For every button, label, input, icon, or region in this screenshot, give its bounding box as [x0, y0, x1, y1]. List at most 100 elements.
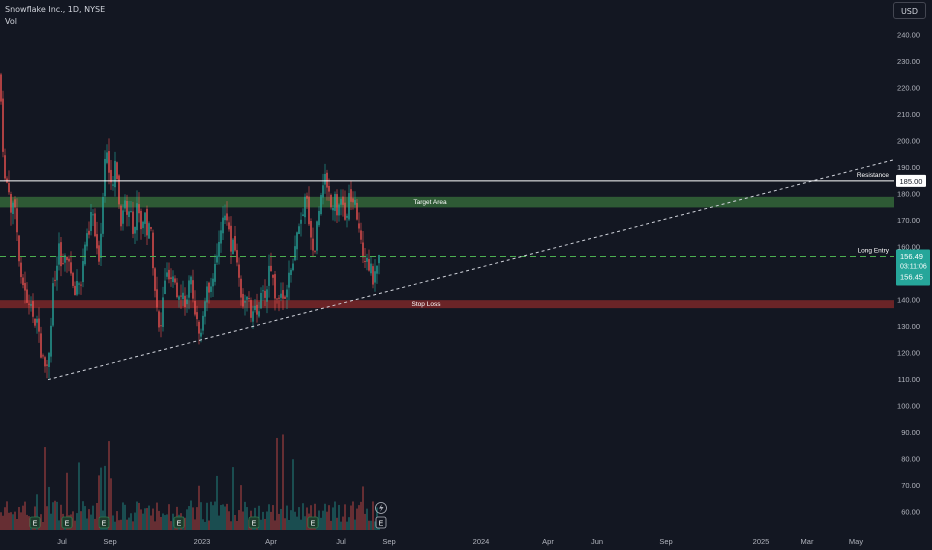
x-axis[interactable]: Jul Sep 2023 Apr Jul Sep 2024 Apr Jun Sep 2025 Mar M… [57, 537, 863, 546]
earnings-marker[interactable]: E [29, 516, 41, 529]
candle-body [100, 233, 102, 258]
volume-bar [210, 501, 212, 530]
candle-body [40, 333, 42, 358]
volume-bar [244, 501, 246, 530]
candle-body [342, 196, 344, 205]
candle-body [216, 255, 218, 263]
candle-body [80, 284, 82, 286]
volume-bar [56, 501, 58, 530]
candle-body [64, 255, 66, 263]
earnings-marker[interactable]: E [375, 516, 387, 529]
volume-bar [298, 507, 300, 530]
volume-bar [168, 504, 170, 530]
candle-body [270, 265, 272, 272]
volume-bar [142, 513, 144, 530]
earnings-marker[interactable]: E [173, 516, 185, 529]
candle-body [82, 261, 84, 283]
earnings-marker[interactable]: E [61, 516, 73, 529]
candle-body [144, 212, 146, 224]
volume-bar [132, 521, 134, 530]
currency-button[interactable]: USD [893, 2, 926, 19]
candle-body [316, 221, 318, 251]
y-tick-label: 210.00 [897, 110, 920, 119]
x-tick-label: 2023 [194, 537, 211, 546]
earnings-icon [98, 516, 110, 529]
candle-body [212, 278, 214, 287]
volume-bar [186, 509, 188, 530]
candle-body [356, 202, 358, 220]
candle-body [372, 266, 374, 285]
candle-body [260, 292, 262, 309]
volume-bar [264, 518, 266, 530]
candle-body [176, 282, 178, 298]
x-tick-label: Mar [801, 537, 814, 546]
x-tick-label: Sep [382, 537, 395, 546]
lightning-circle [375, 502, 387, 514]
candle-body [352, 198, 354, 203]
y-tick-label: 220.00 [897, 84, 920, 93]
earnings-marker[interactable]: E [307, 516, 319, 529]
volume-bar [16, 519, 18, 530]
volume-bar [184, 517, 186, 530]
volume-bar [352, 501, 354, 530]
candle-body [210, 286, 212, 292]
volume-bar [354, 519, 356, 530]
volume-bar [194, 519, 196, 530]
candle-body [218, 241, 220, 257]
volume-bar [8, 512, 10, 530]
x-tick-label: 2024 [473, 537, 490, 546]
volume-bar [118, 520, 120, 530]
volume-bar [162, 513, 164, 530]
candle-body [86, 233, 88, 247]
earnings-marker[interactable]: E [248, 516, 260, 529]
candle-body [68, 258, 70, 262]
candle-body [324, 173, 326, 185]
candle-body [132, 211, 134, 234]
volume-bar [130, 513, 132, 530]
candle-body [350, 189, 352, 202]
candle-body [2, 98, 4, 152]
volume-bar [80, 511, 82, 530]
volume-bar [82, 501, 84, 530]
candle-body [252, 311, 254, 322]
earnings-marker[interactable]: E [98, 516, 110, 529]
volume-bar [326, 511, 328, 530]
candle-body [192, 280, 194, 299]
candle-body [240, 278, 242, 298]
volume-bar [6, 501, 8, 530]
volume-bar [332, 507, 334, 530]
candle-body [190, 276, 192, 285]
candle-body [326, 172, 328, 188]
dividend-lightning-icon[interactable] [375, 502, 387, 514]
candle-body [170, 277, 172, 279]
volume-bar [318, 510, 320, 530]
candle-body [158, 311, 160, 328]
volume-bar [190, 500, 192, 530]
candle-body [146, 208, 148, 236]
candle-body [286, 289, 288, 298]
volume-bar [358, 505, 360, 530]
y-tick-label: 130.00 [897, 322, 920, 331]
volume-bar [4, 507, 6, 530]
volume-bar [2, 515, 4, 530]
candle-body [74, 285, 76, 296]
candle-body [338, 204, 340, 216]
candle-body [92, 214, 94, 216]
candle-body [126, 200, 128, 215]
candle-body [104, 158, 106, 197]
candle-body [4, 155, 6, 179]
candle-body [166, 272, 168, 277]
volume-bar [98, 475, 100, 530]
earnings-letter: E [33, 521, 38, 528]
candle-body [162, 297, 164, 327]
volume-bar [282, 434, 284, 530]
candle-body [366, 257, 368, 262]
volume-bar [110, 478, 112, 530]
volume-bar [342, 516, 344, 530]
volume-bar [128, 517, 130, 530]
candle-body [98, 245, 100, 262]
volume-bar [324, 503, 326, 530]
volume-bar [74, 520, 76, 530]
